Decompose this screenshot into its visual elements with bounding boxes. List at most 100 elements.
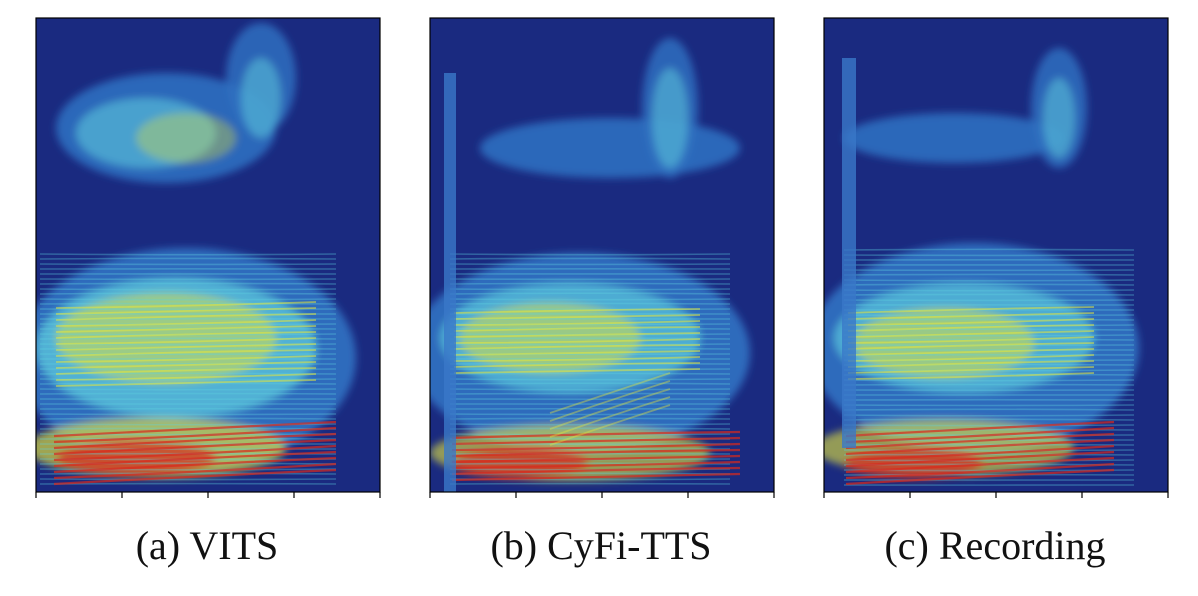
harmonic-streak	[53, 426, 337, 444]
harmonic-streak	[843, 414, 1135, 417]
harmonic-streak	[53, 420, 337, 438]
harmonic-streak	[451, 448, 741, 458]
harmonic-streak	[449, 298, 731, 301]
panel-b	[428, 0, 776, 500]
harmonic-streak	[549, 380, 671, 422]
harmonic-streak	[53, 456, 337, 474]
harmonic-streak	[39, 472, 337, 475]
harmonic-streak	[549, 396, 671, 438]
harmonic-streak	[451, 466, 741, 476]
harmonic-streak	[55, 307, 317, 315]
harmonic-streak	[39, 282, 337, 285]
harmonic-streak	[847, 312, 1095, 320]
harmonic-streak	[847, 330, 1095, 338]
harmonic-streak	[39, 413, 337, 416]
caption-c: (c) Recording	[884, 523, 1106, 568]
harmonic-streak	[449, 427, 731, 430]
harmonic-streak	[39, 478, 337, 481]
harmonic-streak	[55, 325, 317, 333]
harmonic-streak	[53, 462, 337, 480]
harmonic-streak	[451, 430, 741, 440]
harmonic-streak	[53, 450, 337, 468]
onset-stripe	[444, 73, 456, 492]
harmonic-streak	[55, 373, 317, 381]
harmonic-streak	[845, 456, 1115, 474]
harmonic-streak	[53, 432, 337, 450]
harmonic-streak	[843, 373, 1135, 376]
harmonic-streak	[845, 450, 1115, 468]
harmonic-streak	[451, 442, 741, 452]
harmonic-streak	[847, 324, 1095, 332]
harmonic-streak	[449, 388, 731, 391]
harmonic-streak	[847, 372, 1095, 380]
harmonic-streak	[449, 253, 731, 256]
harmonic-streak	[453, 362, 701, 368]
harmonic-streak	[39, 253, 337, 256]
panel-a	[34, 0, 382, 500]
harmonic-streak	[847, 366, 1095, 374]
harmonic-streak	[843, 279, 1135, 282]
harmonic-streak	[449, 382, 731, 385]
harmonic-streak	[843, 424, 1135, 427]
spectrogram-c	[823, 17, 1169, 498]
harmonic-streak	[55, 313, 317, 321]
harmonic-streak	[453, 314, 701, 320]
harmonic-streak	[845, 426, 1115, 444]
harmonic-streak	[449, 257, 731, 260]
harmonic-streak	[449, 372, 731, 375]
harmonic-streak	[449, 292, 731, 295]
harmonic-streak	[549, 372, 671, 414]
harmonic-streak	[845, 462, 1115, 480]
harmonic-streak	[449, 282, 731, 285]
harmonic-streak	[39, 468, 337, 471]
harmonic-streak	[843, 418, 1135, 421]
harmonic-streak	[843, 283, 1135, 286]
harmonic-streak	[53, 444, 337, 462]
harmonic-streak	[843, 289, 1135, 292]
harmonic-streak	[453, 338, 701, 344]
harmonic-streak	[55, 301, 317, 309]
harmonic-streak	[39, 257, 337, 260]
harmonic-streak	[847, 348, 1095, 356]
harmonic-streak	[843, 318, 1135, 321]
harmonic-streak	[453, 308, 701, 314]
harmonic-streak	[453, 368, 701, 374]
harmonic-streak	[449, 378, 731, 381]
harmonic-streak	[55, 349, 317, 357]
caption-b: (b) CyFi-TTS	[490, 523, 712, 568]
harmonic-streak	[453, 350, 701, 356]
harmonic-streak	[449, 417, 731, 420]
harmonic-streak	[843, 369, 1135, 372]
harmonic-streak	[53, 438, 337, 456]
harmonic-streak	[55, 331, 317, 339]
harmonic-streak	[843, 273, 1135, 276]
harmonic-streak	[843, 363, 1135, 366]
harmonic-streak	[453, 344, 701, 350]
energy-region	[480, 118, 740, 178]
harmonic-streak	[845, 420, 1115, 438]
energy-region	[844, 113, 1064, 163]
harmonic-streak	[843, 408, 1135, 411]
harmonic-streak	[39, 292, 337, 295]
harmonic-streak	[39, 388, 337, 391]
harmonic-streak	[453, 332, 701, 338]
energy-region	[652, 68, 688, 168]
harmonic-streak	[449, 413, 731, 416]
harmonic-streak	[55, 355, 317, 363]
energy-region	[241, 58, 281, 138]
harmonic-streak	[847, 342, 1095, 350]
harmonic-streak	[845, 438, 1115, 456]
harmonic-streak	[39, 417, 337, 420]
harmonic-streak	[847, 318, 1095, 326]
harmonic-streak	[55, 367, 317, 375]
harmonic-streak	[55, 343, 317, 351]
harmonic-streak	[39, 288, 337, 291]
harmonic-streak	[55, 319, 317, 327]
harmonic-streak	[451, 460, 741, 470]
harmonic-streak	[39, 298, 337, 301]
harmonic-streak	[843, 449, 1135, 452]
spectrogram-b	[429, 17, 775, 498]
harmonic-streak	[453, 356, 701, 362]
harmonic-streak	[549, 388, 671, 430]
harmonic-streak	[847, 354, 1095, 362]
